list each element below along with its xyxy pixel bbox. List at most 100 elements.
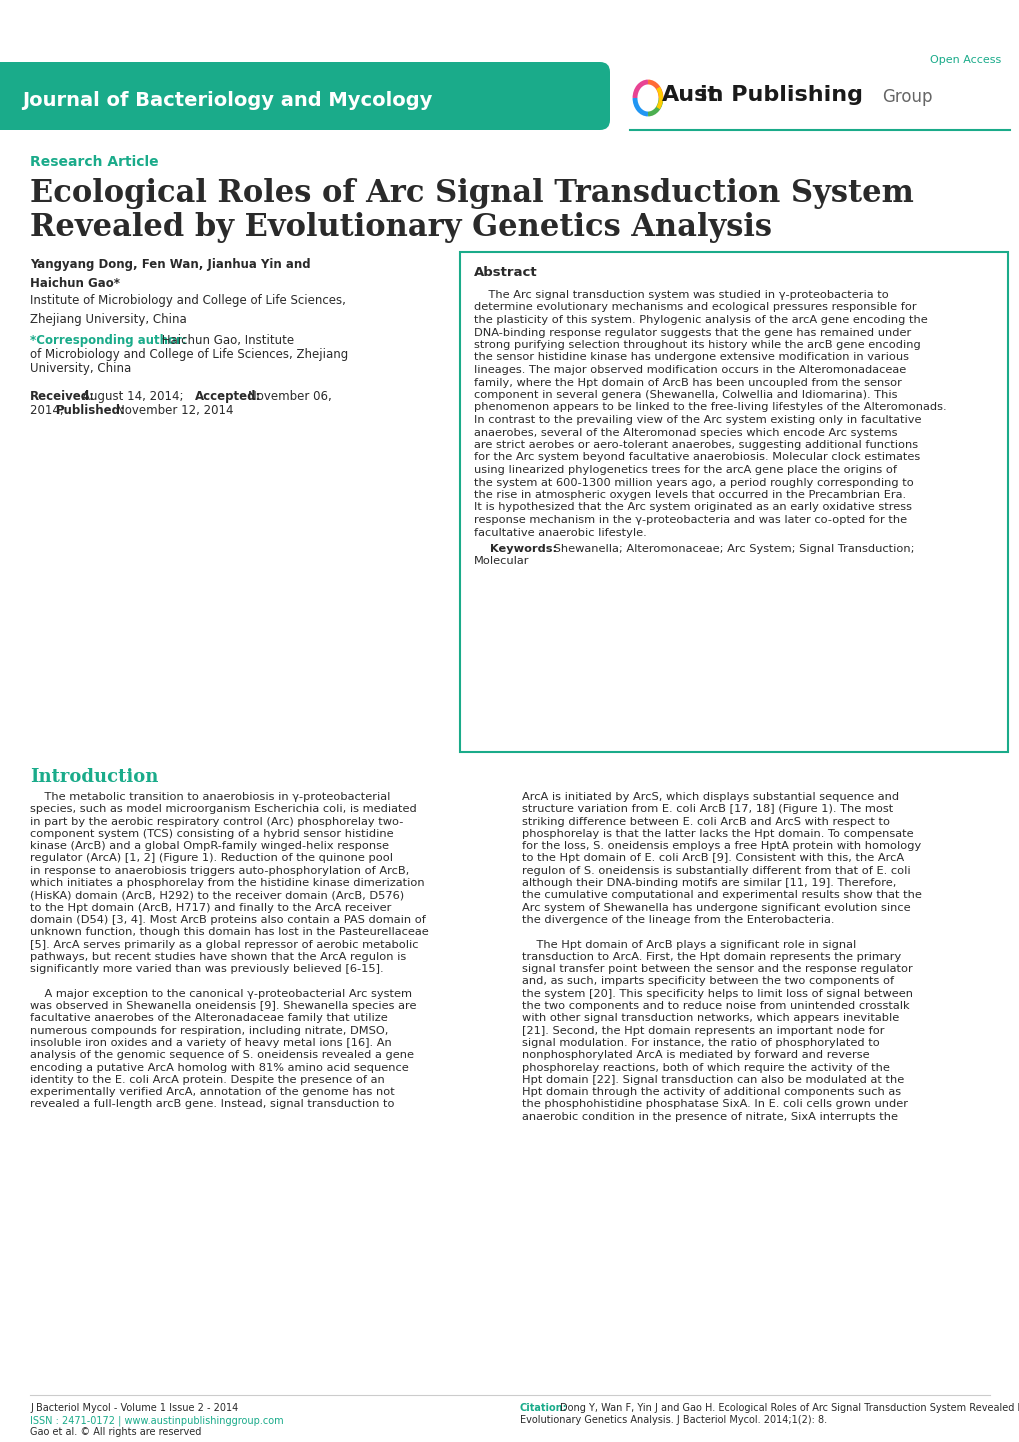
Text: Group: Group	[881, 88, 931, 107]
Text: the system at 600-1300 million years ago, a period roughly corresponding to: the system at 600-1300 million years ago…	[474, 477, 913, 487]
Text: signal transfer point between the sensor and the response regulator: signal transfer point between the sensor…	[522, 965, 912, 975]
Text: strong purifying selection throughout its history while the arcB gene encoding: strong purifying selection throughout it…	[474, 340, 920, 350]
Text: experimentally verified ArcA, annotation of the genome has not: experimentally verified ArcA, annotation…	[30, 1087, 394, 1097]
Bar	[0, 62, 30, 130]
Text: the system [20]. This specificity helps to limit loss of signal between: the system [20]. This specificity helps …	[522, 989, 912, 999]
Text: domain (D54) [3, 4]. Most ArcB proteins also contain a PAS domain of: domain (D54) [3, 4]. Most ArcB proteins …	[30, 916, 426, 924]
Text: analysis of the genomic sequence of S. oneidensis revealed a gene: analysis of the genomic sequence of S. o…	[30, 1050, 414, 1060]
Text: phenomenon appears to be linked to the free-living lifestyles of the Alteromonad: phenomenon appears to be linked to the f…	[474, 402, 946, 412]
Text: (HisKA) domain (ArcB, H292) to the receiver domain (ArcB, D576): (HisKA) domain (ArcB, H292) to the recei…	[30, 890, 404, 900]
Text: ISSN : 2471-0172 | www.austinpublishinggroup.com: ISSN : 2471-0172 | www.austinpublishingg…	[30, 1415, 283, 1426]
Text: Received:: Received:	[30, 389, 95, 402]
Text: of Microbiology and College of Life Sciences, Zhejiang: of Microbiology and College of Life Scie…	[30, 348, 347, 360]
Text: Abstract: Abstract	[474, 265, 537, 278]
Text: in part by the aerobic respiratory control (Arc) phosphorelay two-: in part by the aerobic respiratory contr…	[30, 816, 403, 826]
Text: ArcA is initiated by ArcS, which displays substantial sequence and: ArcA is initiated by ArcS, which display…	[522, 792, 898, 802]
Text: using linearized phylogenetics trees for the arcA gene place the origins of: using linearized phylogenetics trees for…	[474, 464, 896, 474]
Text: species, such as model microorganism Escherichia coli, is mediated: species, such as model microorganism Esc…	[30, 805, 417, 815]
Text: [21]. Second, the Hpt domain represents an important node for: [21]. Second, the Hpt domain represents …	[522, 1025, 883, 1035]
Text: Hpt domain through the activity of additional components such as: Hpt domain through the activity of addit…	[522, 1087, 900, 1097]
Text: anaerobic condition in the presence of nitrate, SixA interrupts the: anaerobic condition in the presence of n…	[522, 1112, 897, 1122]
Text: Ecological Roles of Arc Signal Transduction System: Ecological Roles of Arc Signal Transduct…	[30, 177, 913, 209]
Text: Dong Y, Wan F, Yin J and Gao H. Ecological Roles of Arc Signal Transduction Syst: Dong Y, Wan F, Yin J and Gao H. Ecologic…	[559, 1403, 1019, 1413]
Text: structure variation from E. coli ArcB [17, 18] (Figure 1). The most: structure variation from E. coli ArcB [1…	[522, 805, 893, 815]
Text: for the loss, S. oneidensis employs a free HptA protein with homology: for the loss, S. oneidensis employs a fr…	[522, 841, 920, 851]
Text: with other signal transduction networks, which appears inevitable: with other signal transduction networks,…	[522, 1014, 899, 1024]
Text: and, as such, imparts specificity between the two components of: and, as such, imparts specificity betwee…	[522, 976, 894, 986]
Text: in Publishing: in Publishing	[699, 85, 862, 105]
Text: Haichun Gao, Institute: Haichun Gao, Institute	[158, 335, 293, 348]
Text: Molecular: Molecular	[474, 557, 529, 567]
Text: insoluble iron oxides and a variety of heavy metal ions [16]. An: insoluble iron oxides and a variety of h…	[30, 1038, 391, 1048]
Text: Yangyang Dong, Fen Wan, Jianhua Yin and
Haichun Gao*: Yangyang Dong, Fen Wan, Jianhua Yin and …	[30, 258, 311, 290]
Text: Evolutionary Genetics Analysis. J Bacteriol Mycol. 2014;1(2): 8.: Evolutionary Genetics Analysis. J Bacter…	[520, 1415, 826, 1425]
Text: the two components and to reduce noise from unintended crosstalk: the two components and to reduce noise f…	[522, 1001, 909, 1011]
Text: transduction to ArcA. First, the Hpt domain represents the primary: transduction to ArcA. First, the Hpt dom…	[522, 952, 901, 962]
Text: November 12, 2014: November 12, 2014	[116, 404, 233, 417]
Text: *Corresponding author:: *Corresponding author:	[30, 335, 186, 348]
Text: identity to the E. coli ArcA protein. Despite the presence of an: identity to the E. coli ArcA protein. De…	[30, 1074, 384, 1084]
Text: to the Hpt domain of E. coli ArcB [9]. Consistent with this, the ArcA: to the Hpt domain of E. coli ArcB [9]. C…	[522, 854, 903, 864]
Text: Accepted:: Accepted:	[195, 389, 261, 402]
Text: the rise in atmospheric oxygen levels that occurred in the Precambrian Era.: the rise in atmospheric oxygen levels th…	[474, 490, 905, 500]
Text: Keywords:: Keywords:	[474, 544, 556, 554]
Text: 2014;: 2014;	[30, 404, 67, 417]
Text: striking difference between E. coli ArcB and ArcS with respect to: striking difference between E. coli ArcB…	[522, 816, 890, 826]
Text: nonphosphorylated ArcA is mediated by forward and reverse: nonphosphorylated ArcA is mediated by fo…	[522, 1050, 869, 1060]
Text: component system (TCS) consisting of a hybrid sensor histidine: component system (TCS) consisting of a h…	[30, 829, 393, 839]
Text: The Arc signal transduction system was studied in γ-proteobacteria to: The Arc signal transduction system was s…	[474, 290, 888, 300]
Text: encoding a putative ArcA homolog with 81% amino acid sequence: encoding a putative ArcA homolog with 81…	[30, 1063, 409, 1073]
Text: Revealed by Evolutionary Genetics Analysis: Revealed by Evolutionary Genetics Analys…	[30, 212, 771, 244]
Text: The Hpt domain of ArcB plays a significant role in signal: The Hpt domain of ArcB plays a significa…	[522, 940, 855, 950]
Text: facultative anaerobic lifestyle.: facultative anaerobic lifestyle.	[474, 528, 646, 538]
Text: was observed in Shewanella oneidensis [9]. Shewanella species are: was observed in Shewanella oneidensis [9…	[30, 1001, 416, 1011]
Text: kinase (ArcB) and a global OmpR-family winged-helix response: kinase (ArcB) and a global OmpR-family w…	[30, 841, 388, 851]
Text: family, where the Hpt domain of ArcB has been uncoupled from the sensor: family, where the Hpt domain of ArcB has…	[474, 378, 901, 388]
Text: [5]. ArcA serves primarily as a global repressor of aerobic metabolic: [5]. ArcA serves primarily as a global r…	[30, 940, 418, 950]
Text: August 14, 2014;: August 14, 2014;	[82, 389, 187, 402]
Text: The metabolic transition to anaerobiosis in γ-proteobacterial: The metabolic transition to anaerobiosis…	[30, 792, 390, 802]
Text: the sensor histidine kinase has undergone extensive modification in various: the sensor histidine kinase has undergon…	[474, 352, 908, 362]
Text: are strict aerobes or aero-tolerant anaerobes, suggesting additional functions: are strict aerobes or aero-tolerant anae…	[474, 440, 917, 450]
Text: the cumulative computational and experimental results show that the: the cumulative computational and experim…	[522, 890, 921, 900]
Text: DNA-binding response regulator suggests that the gene has remained under: DNA-binding response regulator suggests …	[474, 327, 910, 337]
Text: which initiates a phosphorelay from the histidine kinase dimerization: which initiates a phosphorelay from the …	[30, 878, 424, 888]
Text: phosphorelay reactions, both of which require the activity of the: phosphorelay reactions, both of which re…	[522, 1063, 889, 1073]
Text: phosphorelay is that the latter lacks the Hpt domain. To compensate: phosphorelay is that the latter lacks th…	[522, 829, 913, 839]
Text: Introduction: Introduction	[30, 769, 158, 786]
Text: It is hypothesized that the Arc system originated as an early oxidative stress: It is hypothesized that the Arc system o…	[474, 502, 911, 512]
Text: Aust: Aust	[661, 85, 718, 105]
Text: to the Hpt domain (ArcB, H717) and finally to the ArcA receiver: to the Hpt domain (ArcB, H717) and final…	[30, 903, 391, 913]
Text: anaerobes, several of the Alteromonad species which encode Arc systems: anaerobes, several of the Alteromonad sp…	[474, 427, 897, 437]
FancyBboxPatch shape	[0, 62, 609, 130]
Text: lineages. The major observed modification occurs in the Alteromonadaceae: lineages. The major observed modificatio…	[474, 365, 905, 375]
Text: component in several genera (Shewanella, Colwellia and Idiomarina). This: component in several genera (Shewanella,…	[474, 389, 897, 399]
Text: Shewanella; Alteromonaceae; Arc System; Signal Transduction;: Shewanella; Alteromonaceae; Arc System; …	[549, 544, 914, 554]
Text: facultative anaerobes of the Alteronadaceae family that utilize: facultative anaerobes of the Alteronadac…	[30, 1014, 387, 1024]
Text: for the Arc system beyond facultative anaerobiosis. Molecular clock estimates: for the Arc system beyond facultative an…	[474, 453, 919, 463]
Text: A major exception to the canonical γ-proteobacterial Arc system: A major exception to the canonical γ-pro…	[30, 989, 412, 999]
Text: University, China: University, China	[30, 362, 131, 375]
Text: regulon of S. oneidensis is substantially different from that of E. coli: regulon of S. oneidensis is substantiall…	[522, 865, 910, 875]
Text: the divergence of the lineage from the Enterobacteria.: the divergence of the lineage from the E…	[522, 916, 834, 924]
Text: the phosphohistidine phosphatase SixA. In E. coli cells grown under: the phosphohistidine phosphatase SixA. I…	[522, 1099, 907, 1109]
Text: Published:: Published:	[56, 404, 125, 417]
Text: numerous compounds for respiration, including nitrate, DMSO,: numerous compounds for respiration, incl…	[30, 1025, 388, 1035]
Text: revealed a full-length arcB gene. Instead, signal transduction to: revealed a full-length arcB gene. Instea…	[30, 1099, 394, 1109]
Text: pathways, but recent studies have shown that the ArcA regulon is: pathways, but recent studies have shown …	[30, 952, 406, 962]
Text: Citation:: Citation:	[520, 1403, 567, 1413]
Text: unknown function, though this domain has lost in the Pasteurellaceae: unknown function, though this domain has…	[30, 927, 428, 937]
Text: determine evolutionary mechanisms and ecological pressures responsible for: determine evolutionary mechanisms and ec…	[474, 303, 916, 313]
Bar	[460, 252, 1007, 751]
Text: Gao et al. © All rights are reserved: Gao et al. © All rights are reserved	[30, 1428, 201, 1438]
Text: November 06,: November 06,	[248, 389, 331, 402]
Text: regulator (ArcA) [1, 2] (Figure 1). Reduction of the quinone pool: regulator (ArcA) [1, 2] (Figure 1). Redu…	[30, 854, 392, 864]
Text: the plasticity of this system. Phylogenic analysis of the arcA gene encoding the: the plasticity of this system. Phylogeni…	[474, 314, 927, 324]
Text: In contrast to the prevailing view of the Arc system existing only in facultativ: In contrast to the prevailing view of th…	[474, 415, 920, 425]
Text: Arc system of Shewanella has undergone significant evolution since: Arc system of Shewanella has undergone s…	[522, 903, 910, 913]
Text: Institute of Microbiology and College of Life Sciences,
Zhejiang University, Chi: Institute of Microbiology and College of…	[30, 294, 345, 326]
Text: in response to anaerobiosis triggers auto-phosphorylation of ArcB,: in response to anaerobiosis triggers aut…	[30, 865, 409, 875]
Text: signal modulation. For instance, the ratio of phosphorylated to: signal modulation. For instance, the rat…	[522, 1038, 878, 1048]
Text: J Bacteriol Mycol - Volume 1 Issue 2 - 2014: J Bacteriol Mycol - Volume 1 Issue 2 - 2…	[30, 1403, 238, 1413]
Text: response mechanism in the γ-proteobacteria and was later co-opted for the: response mechanism in the γ-proteobacter…	[474, 515, 906, 525]
